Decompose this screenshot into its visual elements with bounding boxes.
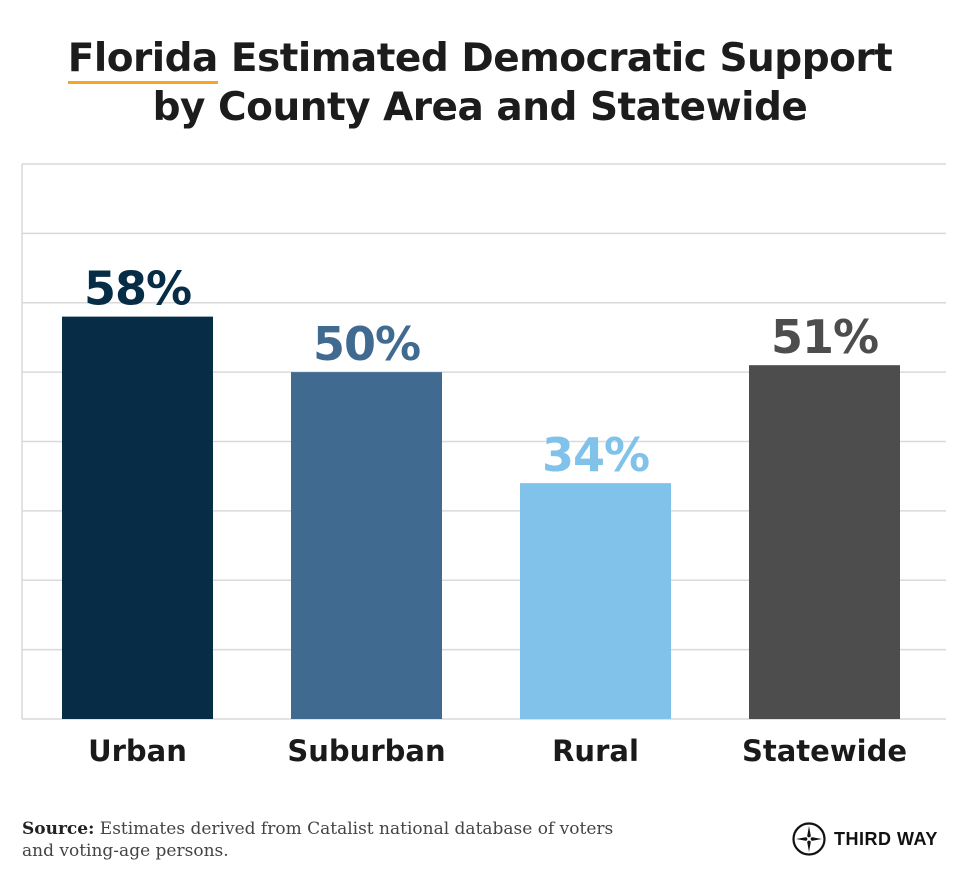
category-label-statewide: Statewide — [742, 734, 907, 768]
category-label-urban: Urban — [88, 734, 187, 768]
bar-suburban — [291, 372, 442, 719]
bar-statewide — [749, 365, 900, 719]
data-label-statewide: 51% — [771, 310, 878, 364]
chart-title: Florida Estimated Democratic Support by … — [0, 34, 960, 132]
data-label-suburban: 50% — [313, 317, 420, 371]
bar-chart: 58% Urban 50% Suburban 34% Rural 51% Statewide — [21, 163, 946, 768]
third-way-logo: THIRD WAY — [792, 822, 938, 856]
source-label: Source: — [22, 819, 95, 839]
logo-text: THIRD WAY — [834, 828, 938, 849]
data-label-rural: 34% — [542, 428, 649, 482]
category-label-suburban: Suburban — [287, 734, 445, 768]
title-line-1-rest: Estimated Democratic Support — [217, 36, 893, 81]
data-label-urban: 58% — [84, 262, 191, 316]
category-label-rural: Rural — [552, 734, 639, 768]
bar-rural — [520, 483, 671, 719]
title-line-1: Florida Estimated Democratic Support — [0, 34, 960, 84]
source-note: Source: Estimates derived from Catalist … — [22, 818, 642, 862]
title-highlight: Florida — [67, 36, 218, 84]
source-text: Estimates derived from Catalist national… — [22, 819, 614, 861]
compass-star-icon — [792, 822, 826, 856]
bar-urban — [62, 316, 213, 719]
title-line-2: by County Area and Statewide — [152, 85, 808, 130]
